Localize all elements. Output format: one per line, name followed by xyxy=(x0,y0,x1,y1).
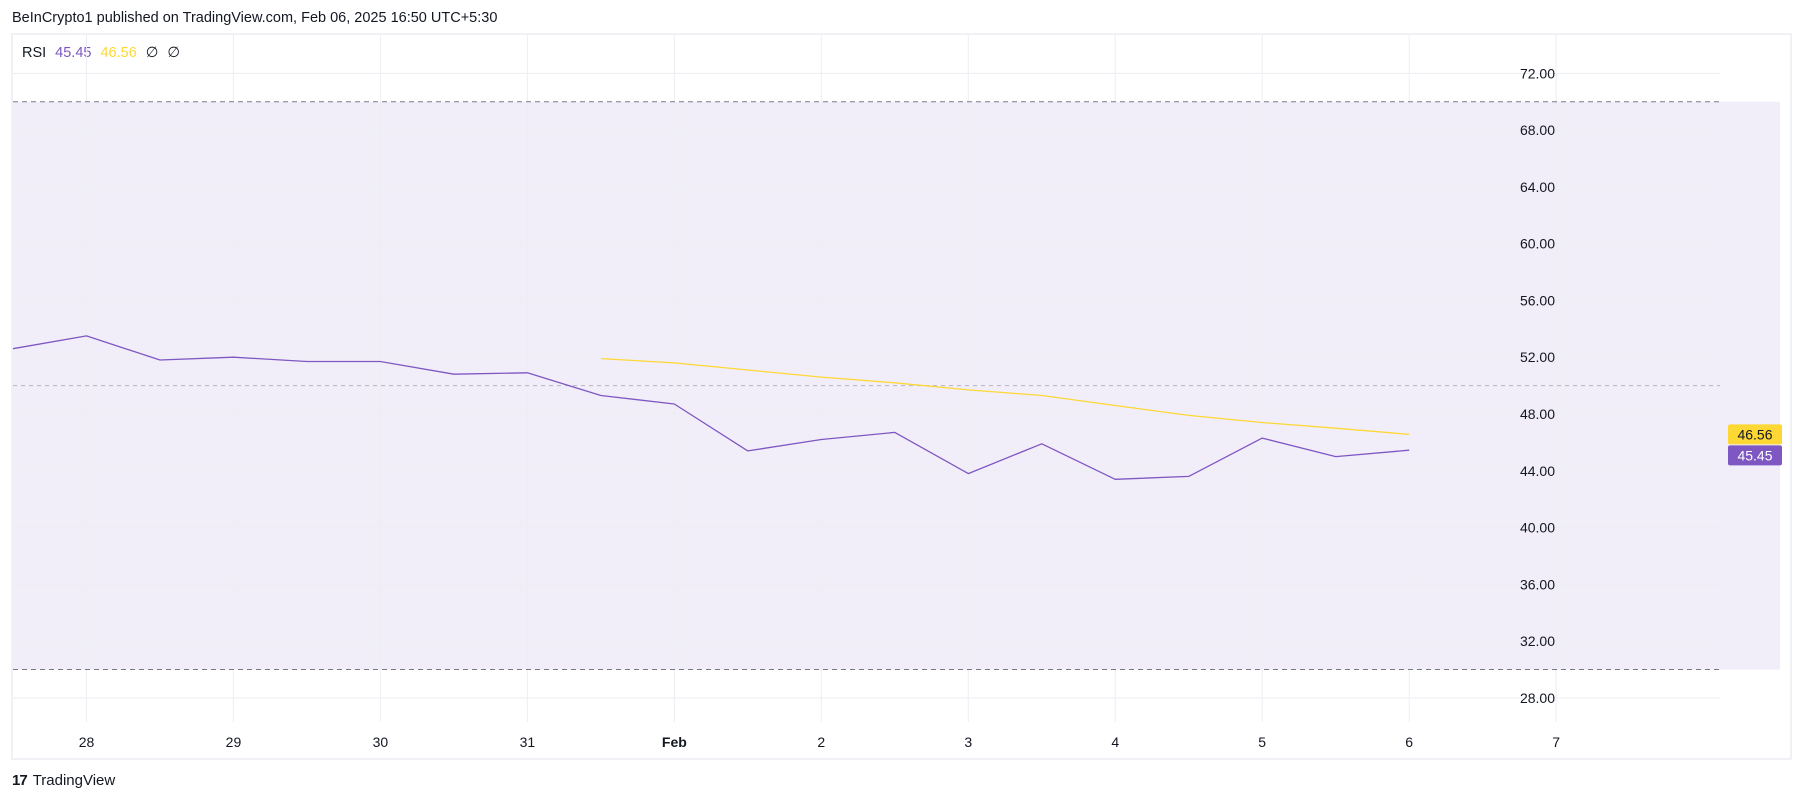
y-tick-label: 52.00 xyxy=(1520,349,1555,365)
x-tick-label: 7 xyxy=(1552,734,1560,750)
x-tick-label: 2 xyxy=(817,734,825,750)
x-tick-label: 4 xyxy=(1111,734,1119,750)
x-tick-label: 31 xyxy=(520,734,536,750)
indicator-legend[interactable]: RSI 45.45 46.56 ∅ ∅ xyxy=(22,45,180,61)
chart-frame xyxy=(11,33,1792,760)
x-tick-label: 6 xyxy=(1405,734,1413,750)
footer-brand[interactable]: 17 TradingView xyxy=(12,772,115,789)
x-tick-label: 30 xyxy=(373,734,389,750)
na-value-1: ∅ xyxy=(145,45,159,61)
na-value-2: ∅ xyxy=(167,45,181,61)
series-line-rsi-based-ma[interactable] xyxy=(600,357,1410,436)
brand-name: TradingView xyxy=(32,772,116,789)
rsi-value: 45.45 xyxy=(55,45,92,61)
last-value-badge xyxy=(1728,424,1782,445)
x-tick-label: Feb xyxy=(662,734,687,750)
rsi-chart[interactable]: 28.00 32.00 36.00 40.00 44.00 48.00 52.00 56.00… xyxy=(0,0,1805,770)
indicator-name[interactable]: RSI xyxy=(22,45,47,61)
y-tick-label: 72.00 xyxy=(1520,65,1555,81)
y-tick-label: 40.00 xyxy=(1520,520,1555,536)
tradingview-logo-icon: 17 xyxy=(12,772,28,789)
x-tick-label: 28 xyxy=(79,734,95,750)
y-tick-label: 48.00 xyxy=(1520,406,1555,422)
y-tick-label: 32.00 xyxy=(1520,633,1555,649)
ma-value: 46.56 xyxy=(100,45,137,61)
x-tick-label: 3 xyxy=(964,734,972,750)
y-tick-label: 64.00 xyxy=(1520,179,1555,195)
x-tick-label: 29 xyxy=(226,734,242,750)
last-value-badge-label: 46.56 xyxy=(1737,426,1772,442)
y-tick-label: 28.00 xyxy=(1520,690,1555,706)
y-tick-label: 60.00 xyxy=(1520,236,1555,252)
y-tick-label: 56.00 xyxy=(1520,292,1555,308)
y-tick-label: 44.00 xyxy=(1520,463,1555,479)
series-line-rsi[interactable] xyxy=(12,335,1410,480)
last-value-badge-label: 45.45 xyxy=(1737,447,1772,463)
y-tick-label: 68.00 xyxy=(1520,122,1555,138)
y-tick-label: 36.00 xyxy=(1520,576,1555,592)
x-tick-label: 5 xyxy=(1258,734,1266,750)
publisher-line: BeInCrypto1 published on TradingView.com… xyxy=(12,10,498,26)
last-value-badge xyxy=(1728,445,1782,466)
